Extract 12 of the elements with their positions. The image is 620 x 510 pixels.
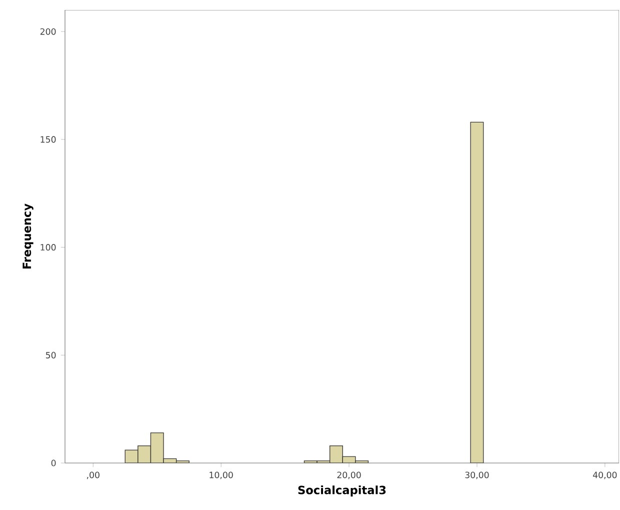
y-tick-label: 100 [40, 244, 56, 251]
x-tick-label: ,00 [86, 472, 100, 480]
x-tick-label: 10,00 [210, 472, 233, 480]
y-tick-label: 50 [46, 352, 56, 358]
y-tick-label: 150 [40, 136, 56, 143]
x-axis-title: Socialcapital3 [298, 486, 386, 496]
y-tick-label: 200 [40, 28, 56, 35]
y-tick-label: 0 [51, 460, 56, 466]
x-tick-label: 30,00 [465, 472, 489, 480]
y-axis-title: Frequency [22, 204, 34, 268]
x-tick-label: 40,00 [592, 472, 617, 480]
x-tick-label: 20,00 [337, 472, 361, 480]
